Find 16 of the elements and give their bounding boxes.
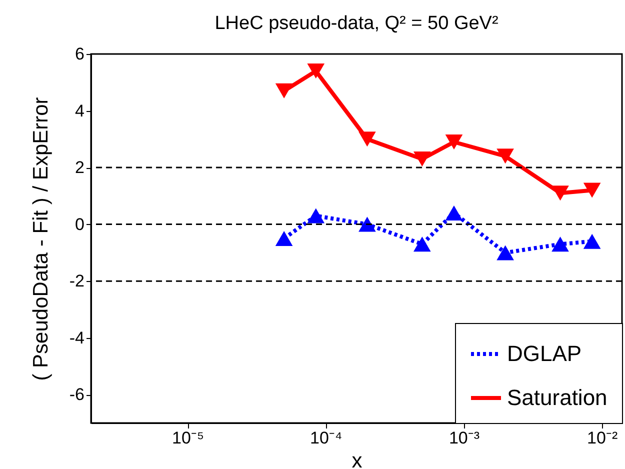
legend-label: Saturation (507, 385, 608, 410)
y-tick-label: 2 (75, 158, 84, 178)
y-tick-label: 0 (75, 214, 84, 234)
y-axis-title: ( PseudoData - Fit ) / ExpError (29, 97, 52, 381)
y-tick-label: 4 (75, 101, 84, 120)
x-tick-label: 10⁻² (587, 428, 618, 448)
chart-title: LHeC pseudo-data, Q² = 50 GeV² (214, 13, 498, 34)
x-tick-label: 10⁻⁵ (172, 428, 204, 448)
legend-label: DGLAP (507, 341, 582, 366)
x-tick-label: 10⁻³ (448, 428, 480, 448)
y-tick-label: -2 (69, 272, 84, 291)
y-tick-label: 6 (75, 44, 84, 64)
x-axis-title: x (352, 450, 363, 469)
y-tick-label: -6 (69, 385, 84, 404)
y-tick-label: -4 (69, 328, 84, 348)
x-tick-label: 10⁻⁴ (310, 428, 342, 448)
